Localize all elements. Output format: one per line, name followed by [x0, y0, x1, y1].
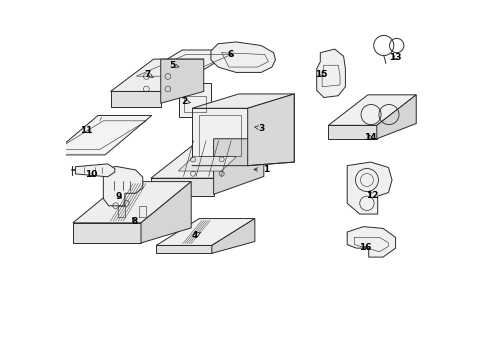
Text: 11: 11 [80, 126, 93, 135]
Polygon shape [75, 164, 115, 177]
Polygon shape [156, 246, 212, 253]
Text: 2: 2 [181, 96, 191, 105]
Polygon shape [347, 162, 392, 214]
Polygon shape [141, 181, 191, 243]
Polygon shape [328, 95, 416, 125]
Polygon shape [214, 139, 264, 194]
Polygon shape [377, 95, 416, 139]
Polygon shape [132, 50, 236, 81]
Polygon shape [73, 181, 191, 223]
Text: 3: 3 [255, 123, 264, 132]
Polygon shape [347, 226, 395, 257]
Polygon shape [51, 116, 152, 155]
Polygon shape [247, 94, 294, 166]
Polygon shape [73, 223, 141, 243]
Text: 15: 15 [316, 70, 328, 79]
Text: 5: 5 [170, 61, 179, 70]
Polygon shape [161, 59, 204, 103]
Text: 13: 13 [390, 53, 402, 62]
Polygon shape [211, 42, 275, 72]
Polygon shape [328, 125, 377, 139]
Polygon shape [192, 94, 294, 108]
Polygon shape [111, 59, 204, 91]
Polygon shape [151, 139, 264, 178]
Text: 7: 7 [144, 70, 153, 79]
Polygon shape [179, 83, 211, 117]
Polygon shape [178, 157, 236, 171]
Text: 9: 9 [116, 192, 122, 201]
Text: 12: 12 [366, 190, 378, 199]
Text: 1: 1 [254, 166, 269, 175]
Text: 4: 4 [192, 231, 201, 240]
Polygon shape [151, 178, 214, 196]
Polygon shape [103, 166, 143, 206]
Polygon shape [317, 49, 345, 98]
Text: 8: 8 [131, 217, 138, 226]
Polygon shape [212, 219, 255, 253]
Text: 14: 14 [364, 133, 377, 142]
Polygon shape [111, 91, 161, 107]
Text: 10: 10 [85, 171, 98, 180]
Polygon shape [192, 108, 247, 166]
Text: 6: 6 [227, 50, 234, 59]
Text: 16: 16 [359, 243, 372, 252]
Polygon shape [156, 219, 255, 246]
